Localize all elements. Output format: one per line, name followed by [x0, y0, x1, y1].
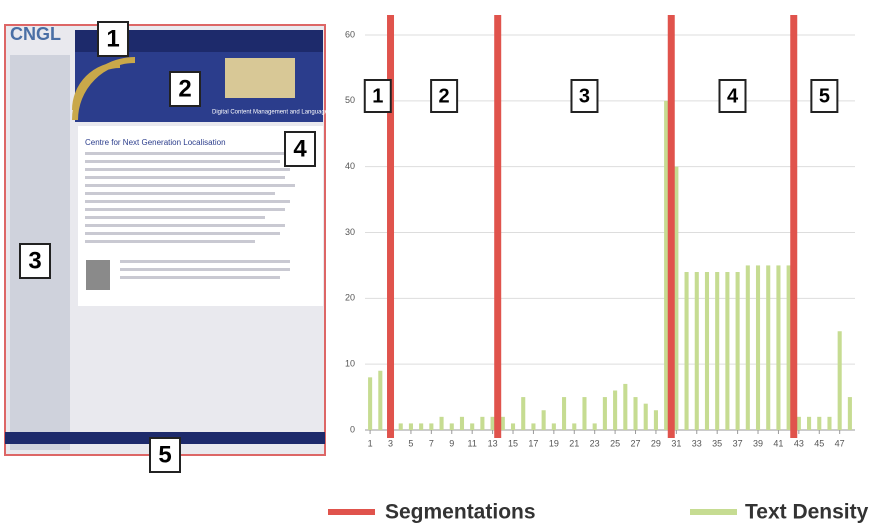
bar [705, 272, 709, 430]
segment-label: 2 [178, 75, 191, 102]
bar [848, 397, 852, 430]
bar [817, 417, 821, 430]
x-tick-label: 21 [569, 438, 579, 448]
bar [562, 397, 566, 430]
x-tick-label: 1 [368, 438, 373, 448]
bar [695, 272, 699, 430]
x-tick-label: 33 [692, 438, 702, 448]
x-tick-label: 13 [488, 438, 498, 448]
bar [450, 423, 454, 430]
bar [644, 404, 648, 430]
segment-label: 4 [293, 135, 307, 162]
legend-label: Text Density [745, 501, 869, 524]
x-tick-label: 47 [835, 438, 845, 448]
x-tick-label: 25 [610, 438, 620, 448]
x-tick-label: 37 [733, 438, 743, 448]
bar [521, 397, 525, 430]
bar [664, 101, 668, 430]
bar [491, 417, 495, 430]
bar [378, 371, 382, 430]
bar [460, 417, 464, 430]
bar [756, 265, 760, 430]
bar [787, 265, 791, 430]
region-label: 3 [579, 85, 590, 107]
figure: CNGL Digital Content Management and Lang… [0, 0, 883, 530]
x-tick-label: 39 [753, 438, 763, 448]
bar [399, 423, 403, 430]
bar [797, 417, 801, 430]
bar [736, 272, 740, 430]
bar [838, 331, 842, 430]
y-tick-label: 0 [350, 424, 355, 434]
bar [725, 272, 729, 430]
bar [715, 272, 719, 430]
x-tick-label: 7 [429, 438, 434, 448]
bar [766, 265, 770, 430]
bar [807, 417, 811, 430]
bar [593, 423, 597, 430]
bar [746, 265, 750, 430]
x-tick-label: 5 [408, 438, 413, 448]
x-tick-label: 43 [794, 438, 804, 448]
content-heading: Centre for Next Generation Localisation [85, 138, 226, 147]
bar [603, 397, 607, 430]
bar [429, 423, 433, 430]
bar [470, 423, 474, 430]
banner-map [225, 58, 295, 98]
bar [633, 397, 637, 430]
region-label: 2 [439, 85, 450, 107]
y-tick-label: 60 [345, 29, 355, 39]
bar [419, 423, 423, 430]
bar [368, 377, 372, 430]
bar [480, 417, 484, 430]
x-tick-label: 45 [814, 438, 824, 448]
bar [542, 410, 546, 430]
y-tick-label: 50 [345, 95, 355, 105]
region-label: 1 [372, 85, 383, 107]
bar [685, 272, 689, 430]
bar [440, 417, 444, 430]
segment-label: 1 [106, 25, 119, 52]
bar [531, 423, 535, 430]
segment-label: 5 [158, 441, 171, 468]
x-tick-label: 35 [712, 438, 722, 448]
x-tick-label: 23 [590, 438, 600, 448]
y-tick-label: 30 [345, 227, 355, 237]
y-tick-label: 10 [345, 359, 355, 369]
bar [654, 410, 658, 430]
bar [501, 417, 505, 430]
x-tick-label: 19 [549, 438, 559, 448]
webpage-screenshot: CNGL Digital Content Management and Lang… [5, 22, 407, 472]
x-tick-label: 31 [671, 438, 681, 448]
bar [572, 423, 576, 430]
bar [623, 384, 627, 430]
region-label: 5 [819, 85, 830, 107]
x-tick-label: 29 [651, 438, 661, 448]
segment-label: 3 [28, 247, 41, 274]
bar [613, 391, 617, 431]
bar [776, 265, 780, 430]
x-tick-label: 41 [773, 438, 783, 448]
bar [582, 397, 586, 430]
bar [674, 167, 678, 430]
x-tick-label: 27 [631, 438, 641, 448]
legend-label: Segmentations [385, 501, 536, 524]
x-tick-label: 11 [468, 438, 477, 448]
y-tick-label: 20 [345, 293, 355, 303]
portrait [86, 260, 110, 290]
bar [409, 423, 413, 430]
bar [511, 423, 515, 430]
x-tick-label: 3 [388, 438, 393, 448]
bar [827, 417, 831, 430]
y-tick-label: 40 [345, 161, 355, 171]
x-tick-label: 9 [449, 438, 454, 448]
x-tick-label: 17 [528, 438, 538, 448]
bar [552, 423, 556, 430]
logo: CNGL [10, 24, 61, 44]
region-label: 4 [727, 85, 739, 107]
x-tick-label: 15 [508, 438, 518, 448]
